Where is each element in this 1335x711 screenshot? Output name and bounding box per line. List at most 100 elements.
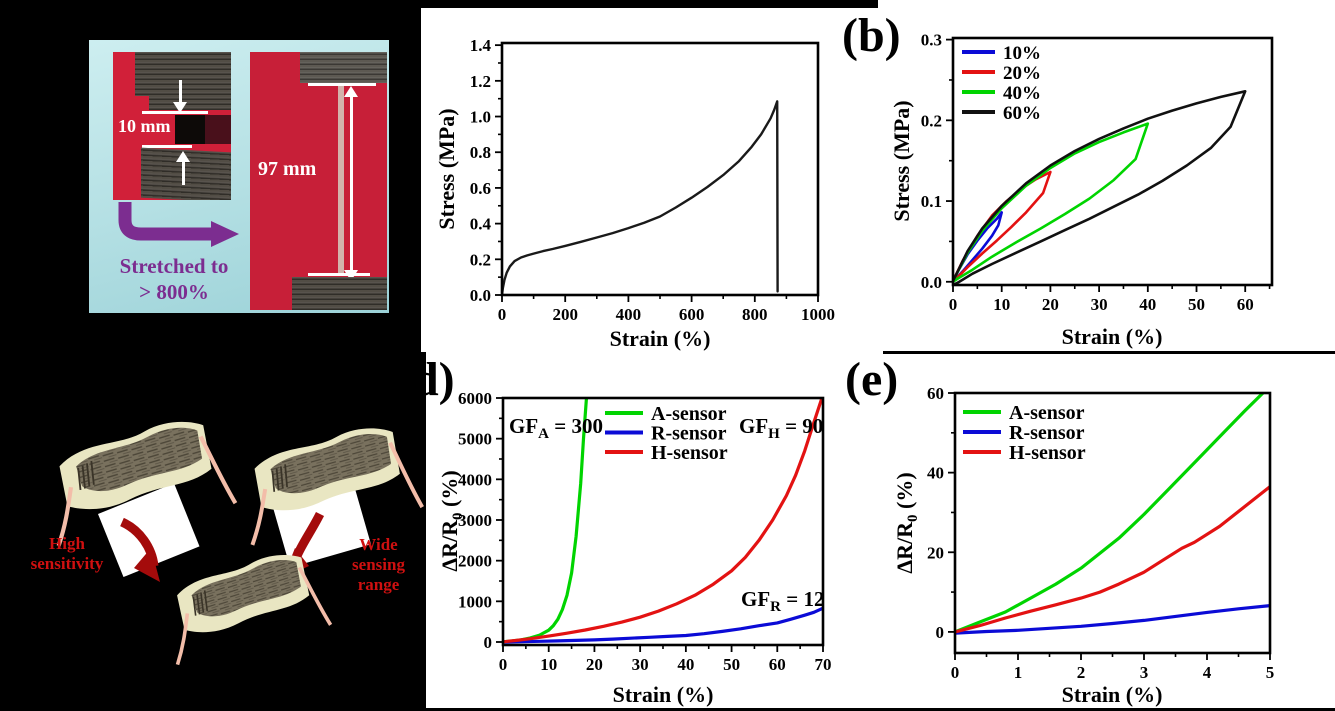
y-tick-label: 2000 xyxy=(458,552,492,571)
legend-label: R-sensor xyxy=(651,423,727,445)
series-tensile-stress-strain xyxy=(501,100,779,296)
y-tick-label: 1.0 xyxy=(470,108,491,127)
x-tick-label: 800 xyxy=(742,305,768,324)
plot-frame xyxy=(501,396,825,647)
x-tick-label: 0 xyxy=(499,655,508,674)
legend-label: A-sensor xyxy=(651,403,727,425)
x-tick-label: 1 xyxy=(1014,663,1023,682)
stretch-photo-panel: 10 mm 97 mm Stretched to > 800% xyxy=(89,40,389,313)
x-tick-label: 50 xyxy=(1188,295,1205,314)
high-sensitivity-note: High sensitivity xyxy=(18,534,116,574)
x-tick-label: 40 xyxy=(1139,295,1156,314)
stretch-caption-line1: Stretched to xyxy=(119,254,229,278)
x-tick-label: 50 xyxy=(723,655,740,674)
top-grip xyxy=(300,52,387,83)
x-tick-label: 0 xyxy=(498,305,507,324)
x-tick-label: 30 xyxy=(632,655,649,674)
elbow-arrow-head xyxy=(211,221,239,247)
x-tick-label: 10 xyxy=(540,655,557,674)
stress-strain-chart: 0 200 400 600 800 1000 0.0 0.2 0.4 0.6 0.8 1.0 1.2 1.… xyxy=(434,36,835,351)
chart-background-strip xyxy=(878,0,1335,8)
note-card-left xyxy=(98,483,200,578)
top-clamp-line xyxy=(308,83,376,86)
x-tick-label: 0 xyxy=(951,663,960,682)
sensor-hybrid-network xyxy=(163,548,335,667)
stretched-sample xyxy=(338,86,344,276)
legend-label: H-sensor xyxy=(1009,442,1086,464)
plot-frame xyxy=(953,391,1272,655)
panel-label-e: (e) xyxy=(845,353,899,406)
series-group xyxy=(501,100,779,296)
cyclic-stress-strain-chart: 0 10 20 30 40 50 60 0.0 0.1 0.2 0.3 10%20%40%60% Str… xyxy=(889,31,1274,349)
y-tick-label: 0.2 xyxy=(921,111,942,130)
x-axis-title: Strain (%) xyxy=(1062,324,1163,349)
annotation: GFA = 300 xyxy=(509,414,603,442)
legend-label: 60% xyxy=(1003,103,1041,124)
series-group xyxy=(952,90,1247,286)
series-H-sensor xyxy=(502,397,824,644)
x-tick-label: 5 xyxy=(1266,663,1275,682)
series-group xyxy=(502,397,824,644)
up-arrow-icon xyxy=(182,161,185,185)
y-tick-label: 0.8 xyxy=(470,143,491,162)
x-axis-title: Strain (%) xyxy=(1062,682,1163,707)
x-tick-label: 400 xyxy=(616,305,642,324)
x-tick-label: 1000 xyxy=(801,305,835,324)
up-arrow-head-icon xyxy=(176,151,190,162)
plot-frame xyxy=(500,41,820,297)
panel-label-b: (b) xyxy=(842,9,901,62)
y-tick-label: 1000 xyxy=(458,592,492,611)
y-tick-label: 20 xyxy=(927,543,944,562)
gap-bottom-line xyxy=(142,145,192,148)
y-tick-label: 0.0 xyxy=(470,286,491,305)
wide-sensing-range-note: Wide sensing range xyxy=(331,535,426,595)
series-cycle-40pct xyxy=(952,122,1150,284)
y-tick-label: 40 xyxy=(927,464,944,483)
gap-length-label: 10 mm xyxy=(118,116,171,136)
series-H-sensor xyxy=(954,485,1271,634)
down-arrow-icon xyxy=(179,80,182,104)
series-cycle-60pct xyxy=(952,90,1247,286)
x-tick-label: 30 xyxy=(1091,295,1108,314)
legend-label: H-sensor xyxy=(651,442,728,464)
grip-shadow-block xyxy=(205,115,231,144)
note-line: High xyxy=(49,534,85,553)
legend-label: A-sensor xyxy=(1009,402,1085,424)
y-tick-label: 1.2 xyxy=(470,72,491,91)
annotation: GFR = 12 xyxy=(741,587,824,615)
y-tick-label: 0.3 xyxy=(921,31,942,50)
panel-divider-line xyxy=(883,351,1335,354)
x-tick-label: 200 xyxy=(552,305,578,324)
y-tick-label: 6000 xyxy=(458,389,492,408)
y-tick-label: 4000 xyxy=(458,470,492,489)
chart-background-region xyxy=(421,8,1335,708)
x-tick-label: 20 xyxy=(1042,295,1059,314)
y-tick-label: 5000 xyxy=(458,430,492,449)
y-tick-label: 0 xyxy=(936,623,945,642)
x-tick-label: 3 xyxy=(1140,663,1149,682)
legend-label: 20% xyxy=(1003,63,1041,84)
arrow-up-head-icon xyxy=(344,86,358,97)
sensor-illustration-graphic xyxy=(0,352,426,667)
gauge-factor-chart: 0 10 20 30 40 50 60 70 0 1000 2000 3000 4000 5000 6000… xyxy=(437,389,832,707)
y-axis-title: Stress (MPa) xyxy=(889,100,914,221)
x-tick-label: 10 xyxy=(993,295,1010,314)
x-axis-title: Strain (%) xyxy=(610,326,711,351)
y-tick-label: 0.2 xyxy=(470,250,491,269)
stretched-sample-photo: 97 mm xyxy=(250,52,387,310)
note-line: range xyxy=(357,575,400,595)
down-arrow-head-icon xyxy=(173,102,187,113)
sample-cross-section xyxy=(175,115,205,144)
sensor-illustration-panel: High sensitivity Wide sensing range xyxy=(0,352,426,711)
note-line: sensitivity xyxy=(30,554,104,574)
unstretched-sample-photo: 10 mm xyxy=(113,52,231,200)
top-grip-step xyxy=(135,52,153,96)
x-tick-label: 70 xyxy=(815,655,832,674)
x-tick-label: 60 xyxy=(769,655,786,674)
y-tick-label: 0 xyxy=(484,633,493,652)
x-tick-label: 4 xyxy=(1203,663,1212,682)
stretch-caption-line2: > 800% xyxy=(139,280,209,304)
y-tick-label: 0.1 xyxy=(921,192,942,211)
